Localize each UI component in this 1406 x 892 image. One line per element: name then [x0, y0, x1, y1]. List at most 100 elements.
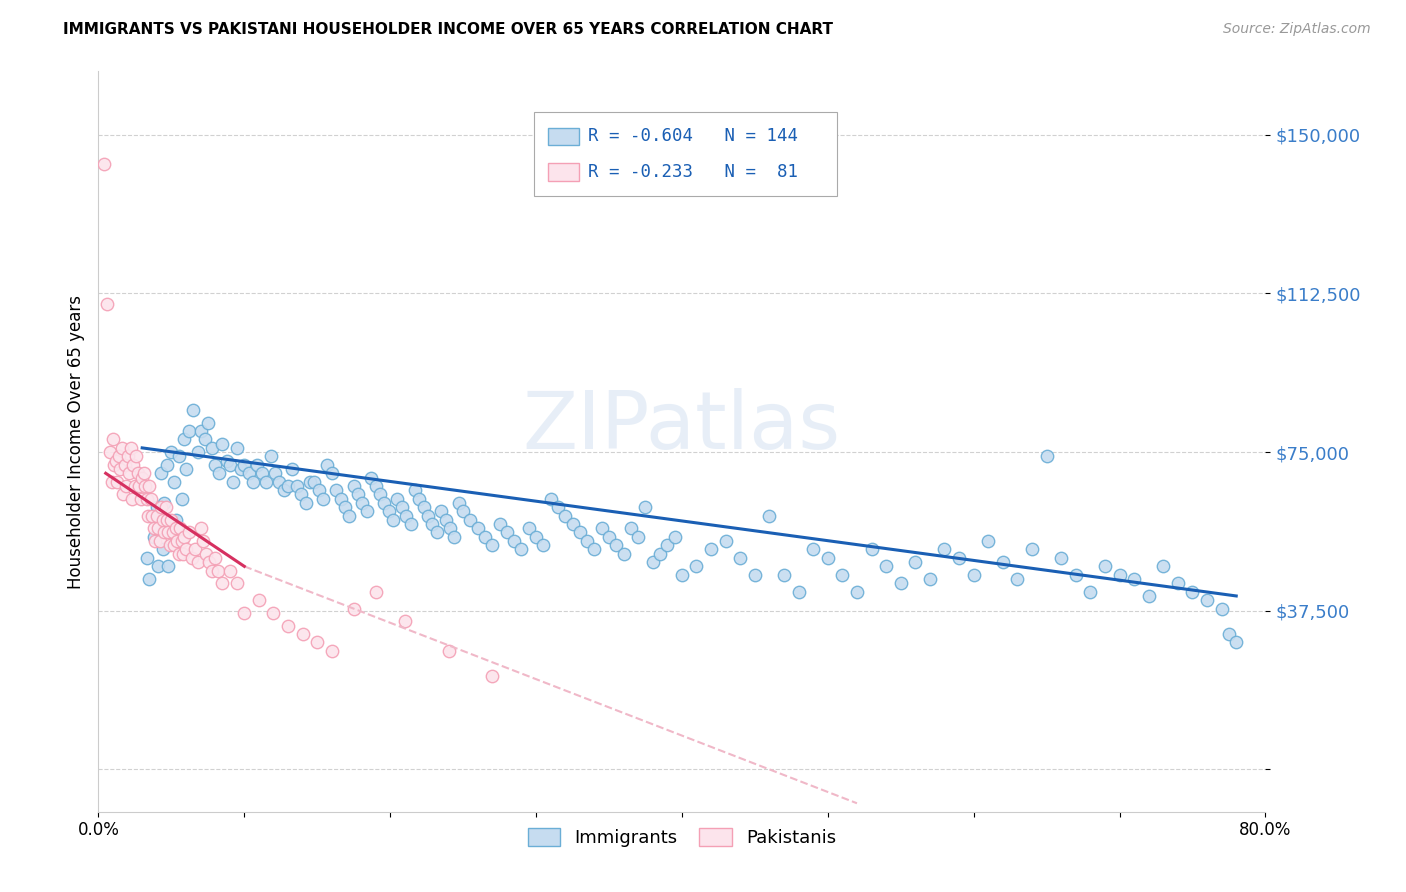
Point — [118, 467, 141, 481]
Point — [259, 450, 281, 464]
Point — [817, 550, 839, 565]
Point — [460, 513, 482, 527]
Point — [540, 491, 562, 506]
Point — [1108, 567, 1130, 582]
Text: ZIPatlas: ZIPatlas — [523, 388, 841, 466]
Point — [1225, 635, 1247, 649]
Point — [439, 521, 461, 535]
Point — [231, 462, 253, 476]
Point — [204, 458, 226, 472]
Point — [612, 547, 634, 561]
Point — [904, 555, 927, 569]
Point — [159, 538, 181, 552]
Point — [321, 467, 343, 481]
Point — [364, 584, 387, 599]
Point — [360, 470, 382, 484]
Point — [101, 433, 124, 447]
Point — [117, 450, 139, 464]
Point — [700, 542, 723, 557]
Point — [481, 669, 503, 683]
Point — [141, 508, 163, 523]
Point — [875, 559, 897, 574]
Point — [120, 441, 142, 455]
Point — [195, 547, 218, 561]
Y-axis label: Householder Income Over 65 years: Householder Income Over 65 years — [66, 294, 84, 589]
Point — [153, 525, 176, 540]
Point — [1035, 450, 1057, 464]
Point — [180, 550, 202, 565]
Text: IMMIGRANTS VS PAKISTANI HOUSEHOLDER INCOME OVER 65 YEARS CORRELATION CHART: IMMIGRANTS VS PAKISTANI HOUSEHOLDER INCO… — [63, 22, 834, 37]
Point — [104, 453, 127, 467]
Point — [510, 542, 533, 557]
Point — [321, 644, 343, 658]
Point — [343, 479, 366, 493]
Point — [160, 445, 183, 459]
Point — [1218, 627, 1240, 641]
Point — [174, 542, 197, 557]
Point — [198, 555, 221, 569]
Point — [148, 559, 170, 574]
Point — [395, 508, 418, 523]
Point — [183, 542, 205, 557]
Point — [152, 542, 174, 557]
Point — [160, 513, 183, 527]
Point — [264, 467, 287, 481]
Point — [285, 479, 308, 493]
Point — [337, 508, 360, 523]
Point — [605, 538, 627, 552]
Point — [187, 555, 209, 569]
Point — [190, 521, 212, 535]
Point — [197, 416, 219, 430]
Point — [238, 467, 260, 481]
Point — [627, 530, 650, 544]
Point — [1123, 572, 1146, 586]
Point — [467, 521, 489, 535]
Point — [308, 483, 330, 498]
Point — [291, 627, 314, 641]
Point — [242, 475, 264, 489]
Point — [1167, 576, 1189, 591]
Point — [437, 644, 460, 658]
Point — [714, 533, 737, 548]
Point — [962, 567, 984, 582]
Point — [146, 508, 169, 523]
Point — [620, 521, 643, 535]
Point — [277, 479, 299, 493]
Point — [416, 508, 439, 523]
Point — [177, 424, 200, 438]
Point — [138, 479, 160, 493]
Point — [98, 445, 121, 459]
Point — [333, 500, 356, 515]
Point — [474, 530, 496, 544]
Point — [143, 533, 166, 548]
Point — [744, 567, 766, 582]
Point — [447, 496, 470, 510]
Point — [657, 538, 679, 552]
Point — [426, 525, 449, 540]
Point — [153, 496, 176, 510]
Point — [1211, 601, 1233, 615]
Point — [254, 475, 277, 489]
Point — [139, 491, 162, 506]
Point — [394, 615, 416, 629]
Point — [298, 475, 321, 489]
Point — [121, 491, 143, 506]
Point — [141, 508, 163, 523]
Point — [122, 458, 145, 472]
Point — [281, 462, 304, 476]
Point — [146, 500, 169, 515]
Point — [598, 530, 620, 544]
Point — [664, 530, 686, 544]
Point — [576, 533, 599, 548]
Point — [451, 504, 474, 518]
Point — [105, 475, 128, 489]
Point — [356, 504, 378, 518]
Point — [443, 530, 465, 544]
Point — [294, 496, 316, 510]
Point — [671, 567, 693, 582]
Point — [1137, 589, 1160, 603]
Point — [163, 475, 186, 489]
Point — [343, 601, 366, 615]
Point — [177, 525, 200, 540]
Point — [977, 533, 1000, 548]
